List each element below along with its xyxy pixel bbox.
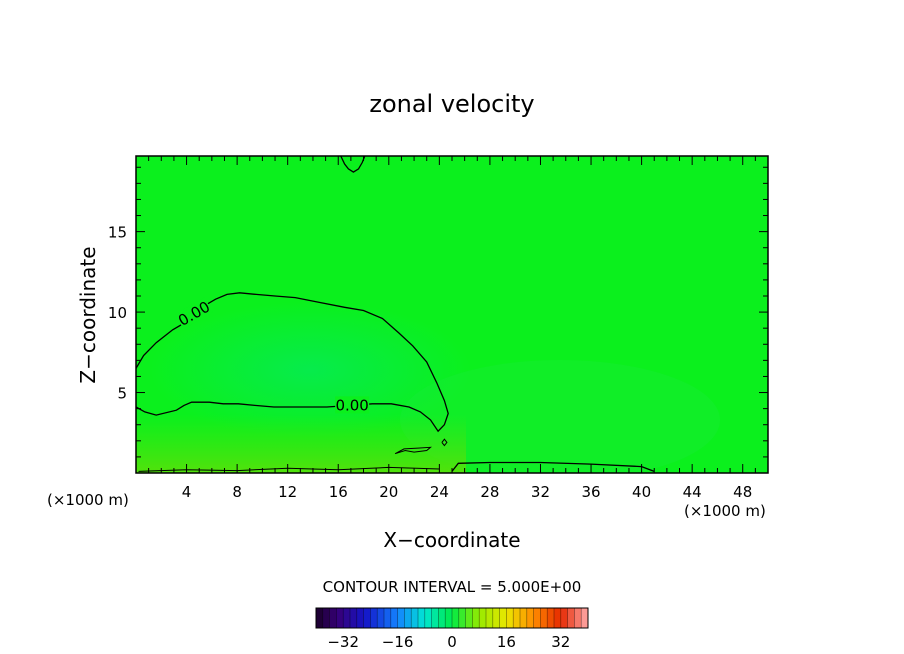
colorbar-cell (492, 608, 500, 628)
x-tick-label: 48 (733, 483, 752, 501)
colorbar-cell (560, 608, 568, 628)
colorbar-cell (574, 608, 582, 628)
colorbar-cell (533, 608, 541, 628)
x-tick-label: 20 (379, 483, 398, 501)
colorbar-cell (316, 608, 324, 628)
x-tick-label: 24 (430, 483, 449, 501)
heatmap-field (136, 156, 768, 473)
colorbar-cell (397, 608, 405, 628)
y-axis-label: Z−coordinate (76, 246, 100, 383)
colorbar-cell (363, 608, 371, 628)
contour-label-bg (335, 396, 370, 414)
colorbar (316, 608, 589, 628)
colorbar-cell (411, 608, 419, 628)
colorbar-cell (540, 608, 548, 628)
y-tick-label: 10 (108, 304, 127, 322)
contour-line (340, 156, 366, 173)
x-tick-labels: 4 8 12 16 20 24 28 32 36 40 44 48 (182, 483, 752, 501)
colorbar-cell (356, 608, 364, 628)
colorbar-cell (506, 608, 514, 628)
contour-line (136, 292, 449, 433)
colorbar-cell (472, 608, 480, 628)
colorbar-cell (479, 608, 487, 628)
heatmap-lower-shade (400, 360, 720, 473)
colorbar-frame (315, 607, 589, 629)
colorbar-tick-labels: −32 −16 0 16 32 (327, 633, 570, 651)
colorbar-tick-label: −16 (382, 633, 414, 651)
colorbar-cell (350, 608, 358, 628)
colorbar-cell (322, 608, 330, 628)
colorbar-cell (513, 608, 521, 628)
colorbar-cell (554, 608, 562, 628)
x-tick-label: 4 (182, 483, 192, 501)
colorbar-tick-label: 0 (447, 633, 457, 651)
x-tick-label: 36 (581, 483, 600, 501)
x-tick-label: 16 (329, 483, 348, 501)
axis-ticks (136, 156, 768, 473)
colorbar-cell (370, 608, 378, 628)
heatmap-bottom-band (136, 415, 466, 473)
colorbar-cell (567, 608, 575, 628)
colorbar-cell (418, 608, 426, 628)
x-unit-left: (×1000 m) (47, 491, 129, 509)
colorbar-tick-label: −32 (327, 633, 359, 651)
contour-label: 0.00 (335, 396, 368, 414)
colorbar-cell (499, 608, 507, 628)
x-axis-label: X−coordinate (383, 528, 520, 552)
colorbar-cell (458, 608, 466, 628)
colorbar-cell (404, 608, 412, 628)
colorbar-cell (438, 608, 446, 628)
x-tick-label: 44 (683, 483, 702, 501)
chart-title: zonal velocity (369, 90, 534, 118)
colorbar-cell (329, 608, 337, 628)
colorbar-cell (526, 608, 534, 628)
colorbar-cell (547, 608, 555, 628)
contour-interval: CONTOUR INTERVAL = 5.000E+00 (323, 578, 582, 596)
colorbar-cell (377, 608, 385, 628)
colorbar-cell (520, 608, 528, 628)
x-tick-label: 8 (232, 483, 242, 501)
x-unit-right: (×1000 m) (684, 502, 766, 520)
x-tick-label: 28 (480, 483, 499, 501)
y-tick-labels: 5 10 15 (108, 224, 127, 403)
colorbar-cell (465, 608, 473, 628)
colorbar-cell (486, 608, 494, 628)
contour-line (441, 438, 448, 447)
colorbar-cell (336, 608, 344, 628)
colorbar-tick-label: 16 (497, 633, 516, 651)
y-tick-label: 5 (117, 385, 127, 403)
colorbar-cell (452, 608, 460, 628)
colorbar-cell (424, 608, 432, 628)
contour-label-bg (174, 297, 213, 330)
x-tick-label: 12 (278, 483, 297, 501)
colorbar-cell (384, 608, 392, 628)
x-tick-label: 40 (632, 483, 651, 501)
colorbar-tick-label: 32 (551, 633, 570, 651)
colorbar-cell (390, 608, 398, 628)
contour-line (394, 446, 432, 455)
colorbar-cell (431, 608, 439, 628)
colorbar-cell (581, 608, 589, 628)
x-tick-label: 32 (531, 483, 550, 501)
colorbar-cell (445, 608, 453, 628)
y-tick-label: 15 (108, 224, 127, 242)
colorbar-cell (343, 608, 351, 628)
